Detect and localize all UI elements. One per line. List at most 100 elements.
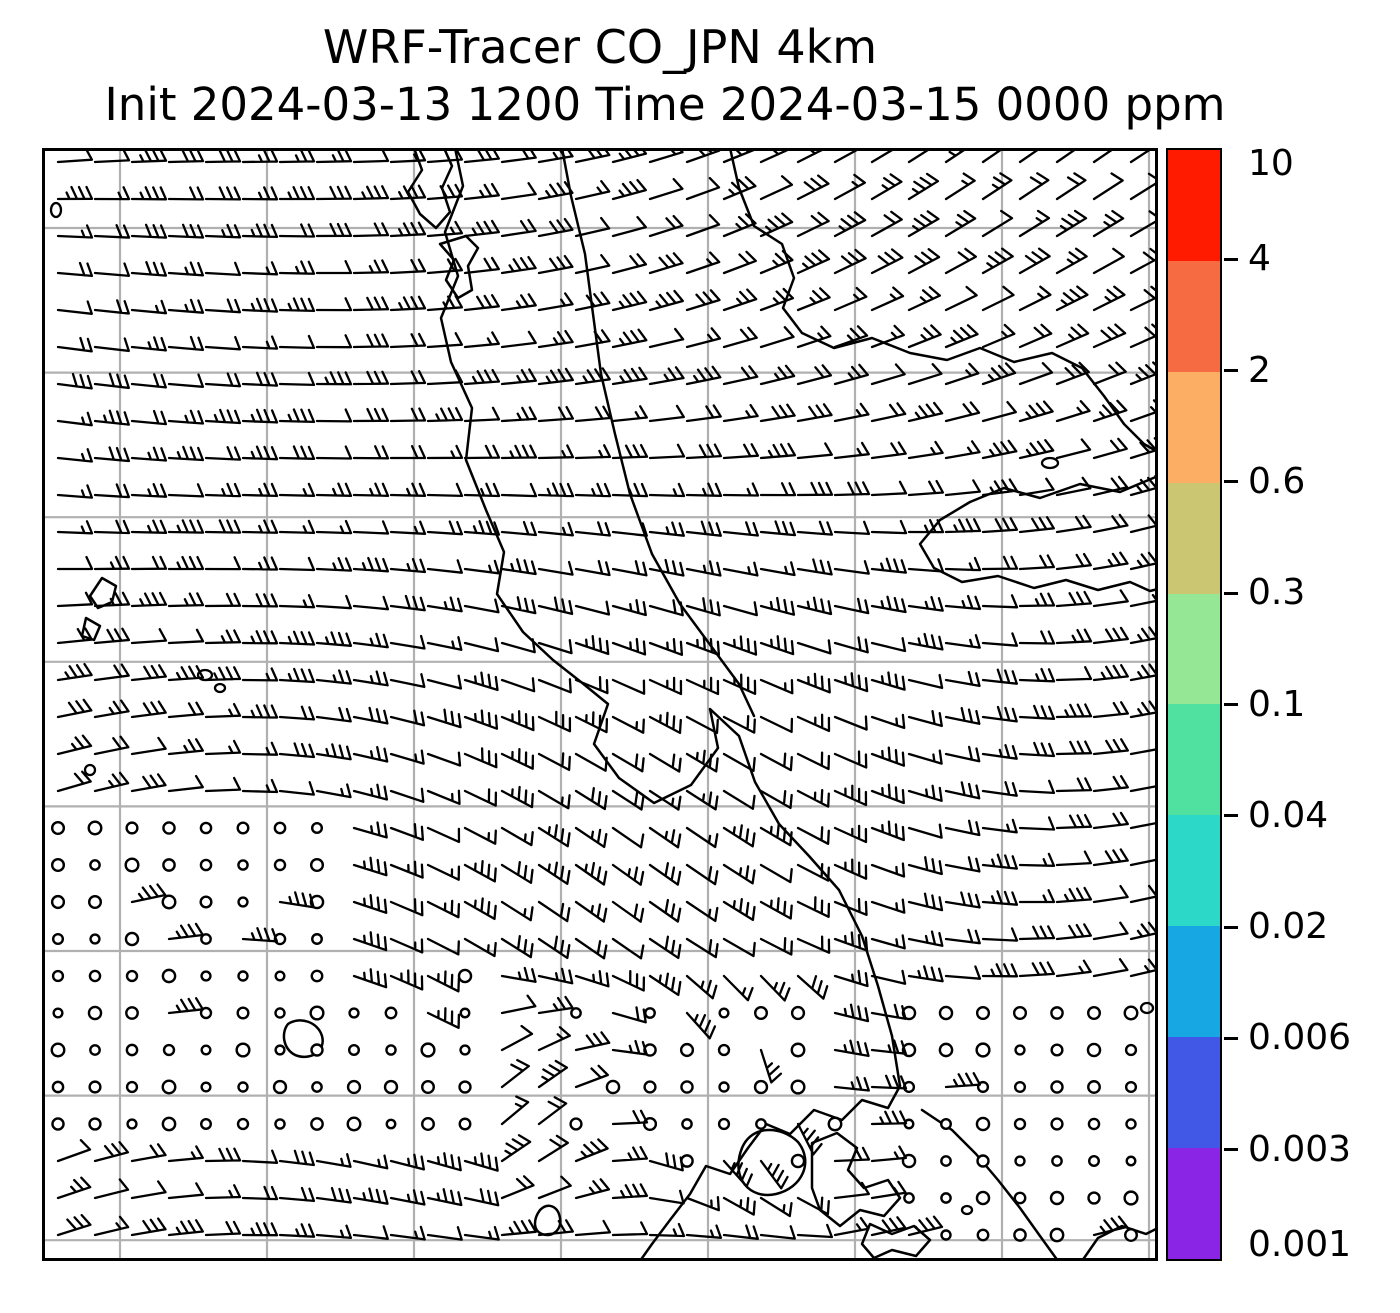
calm-wind-circle [237,859,249,871]
calm-wind-circle [200,933,212,945]
colorbar-tick-mark [1224,814,1238,818]
calm-wind-circle [200,1118,212,1130]
calm-wind-circle [237,1081,249,1093]
coastline-path [918,474,1158,593]
calm-wind-circle [309,857,325,873]
calm-wind-circle [938,1005,954,1021]
calm-wind-circle [827,1116,843,1132]
gridlines [42,148,1158,1261]
island-outline [1040,456,1060,470]
calm-wind-circle [161,1116,177,1132]
calm-wind-circle [311,933,323,945]
calm-wind-circle [753,1005,769,1021]
calm-wind-circle [679,1042,695,1058]
calm-wind-circle [975,1190,991,1206]
calm-wind-circle [161,1079,177,1095]
calm-wind-circle [199,821,213,835]
colorbar-segment [1168,815,1220,927]
wind-barb-layer [50,148,1158,1243]
calm-wind-circle [89,933,101,945]
calm-wind-circle [161,968,177,984]
calm-wind-circle [235,1042,251,1058]
calm-wind-circle [310,1043,324,1057]
calm-wind-circle [458,1117,472,1131]
calm-wind-circle [237,970,249,982]
island-outline [83,763,97,777]
colorbar-tick-label: 0.003 [1248,1128,1352,1170]
plot-border [42,148,1158,1261]
calm-wind-circle [384,1006,398,1020]
calm-wind-circle [1012,1005,1028,1021]
calm-wind-circle [162,821,176,835]
colorbar-tick-mark [1224,369,1238,373]
calm-wind-circle [124,931,140,947]
calm-wind-circle [570,1007,582,1019]
map-canvas [42,148,1158,1261]
calm-wind-circle [273,821,287,835]
calm-wind-circle [1049,1227,1065,1243]
calm-wind-circle [1050,1117,1064,1131]
colorbar-tick-mark [1224,480,1238,484]
calm-wind-circle [680,1080,694,1094]
calm-wind-circle [50,857,66,873]
calm-wind-circle [1086,1042,1102,1058]
calm-wind-circle [420,1042,436,1058]
calm-wind-circle [1013,1080,1027,1094]
calm-wind-circle [903,1192,915,1204]
island-outline [1139,1001,1155,1015]
calm-wind-circle [87,820,103,836]
calm-wind-circle [236,1006,250,1020]
coastline-path [439,148,902,1088]
calm-wind-circle [1086,1005,1102,1021]
calm-wind-circle [125,821,139,835]
calm-wind-circle [1087,1080,1101,1094]
coastline-path [406,148,454,230]
calm-wind-circle [52,1007,64,1019]
calm-wind-circle [311,1081,323,1093]
colorbar-segment [1168,926,1220,1038]
colorbar-segment [1168,704,1220,816]
calm-wind-circle [383,1079,399,1095]
calm-wind-circle [274,1007,286,1019]
calm-wind-circle [421,1117,435,1131]
colorbar-tick-mark [1224,591,1238,595]
calm-wind-circle [346,1116,362,1132]
colorbar-segment [1168,1148,1220,1259]
calm-wind-circle [569,1117,583,1131]
calm-wind-circle [1124,1080,1138,1094]
calm-wind-circle [644,1007,656,1019]
plot-area [42,148,1158,1261]
calm-wind-circle [125,1043,139,1057]
calm-wind-circle [976,1228,990,1242]
calm-wind-circle [790,1153,806,1169]
colorbar-tick-label: 0.02 [1248,906,1329,948]
calm-wind-circle [125,1080,139,1094]
calm-wind-circle [126,1118,138,1130]
calm-wind-circle [199,858,213,872]
calm-wind-circle [236,821,250,835]
colorbar-tick-label: 0.006 [1248,1017,1352,1059]
island-outline [960,1204,974,1216]
colorbar-tick-mark [1224,703,1238,706]
colorbar-tick-mark [1224,1148,1238,1152]
colorbar-tick-label: 0.3 [1248,572,1306,614]
calm-wind-circle [161,894,177,910]
calm-wind-circle [348,1007,360,1019]
calm-wind-circle [790,1079,806,1095]
colorbar-tick-label: 0.1 [1248,683,1306,725]
calm-wind-circle [1051,1155,1063,1167]
calm-wind-circle [1014,1155,1026,1167]
calm-wind-circle [88,1080,102,1094]
calm-wind-circle [459,1044,471,1056]
calm-wind-circle [1125,1155,1137,1167]
calm-wind-circle [310,821,324,835]
calm-wind-circle [199,1006,213,1020]
calm-wind-circle [347,1043,361,1057]
colorbar-tick-label: 0.04 [1248,794,1329,836]
calm-wind-circle [1014,1044,1026,1056]
calm-wind-circle [237,896,249,908]
calm-wind-circle [51,969,65,983]
calm-wind-circle [790,1005,806,1021]
calm-wind-circle [199,895,213,909]
